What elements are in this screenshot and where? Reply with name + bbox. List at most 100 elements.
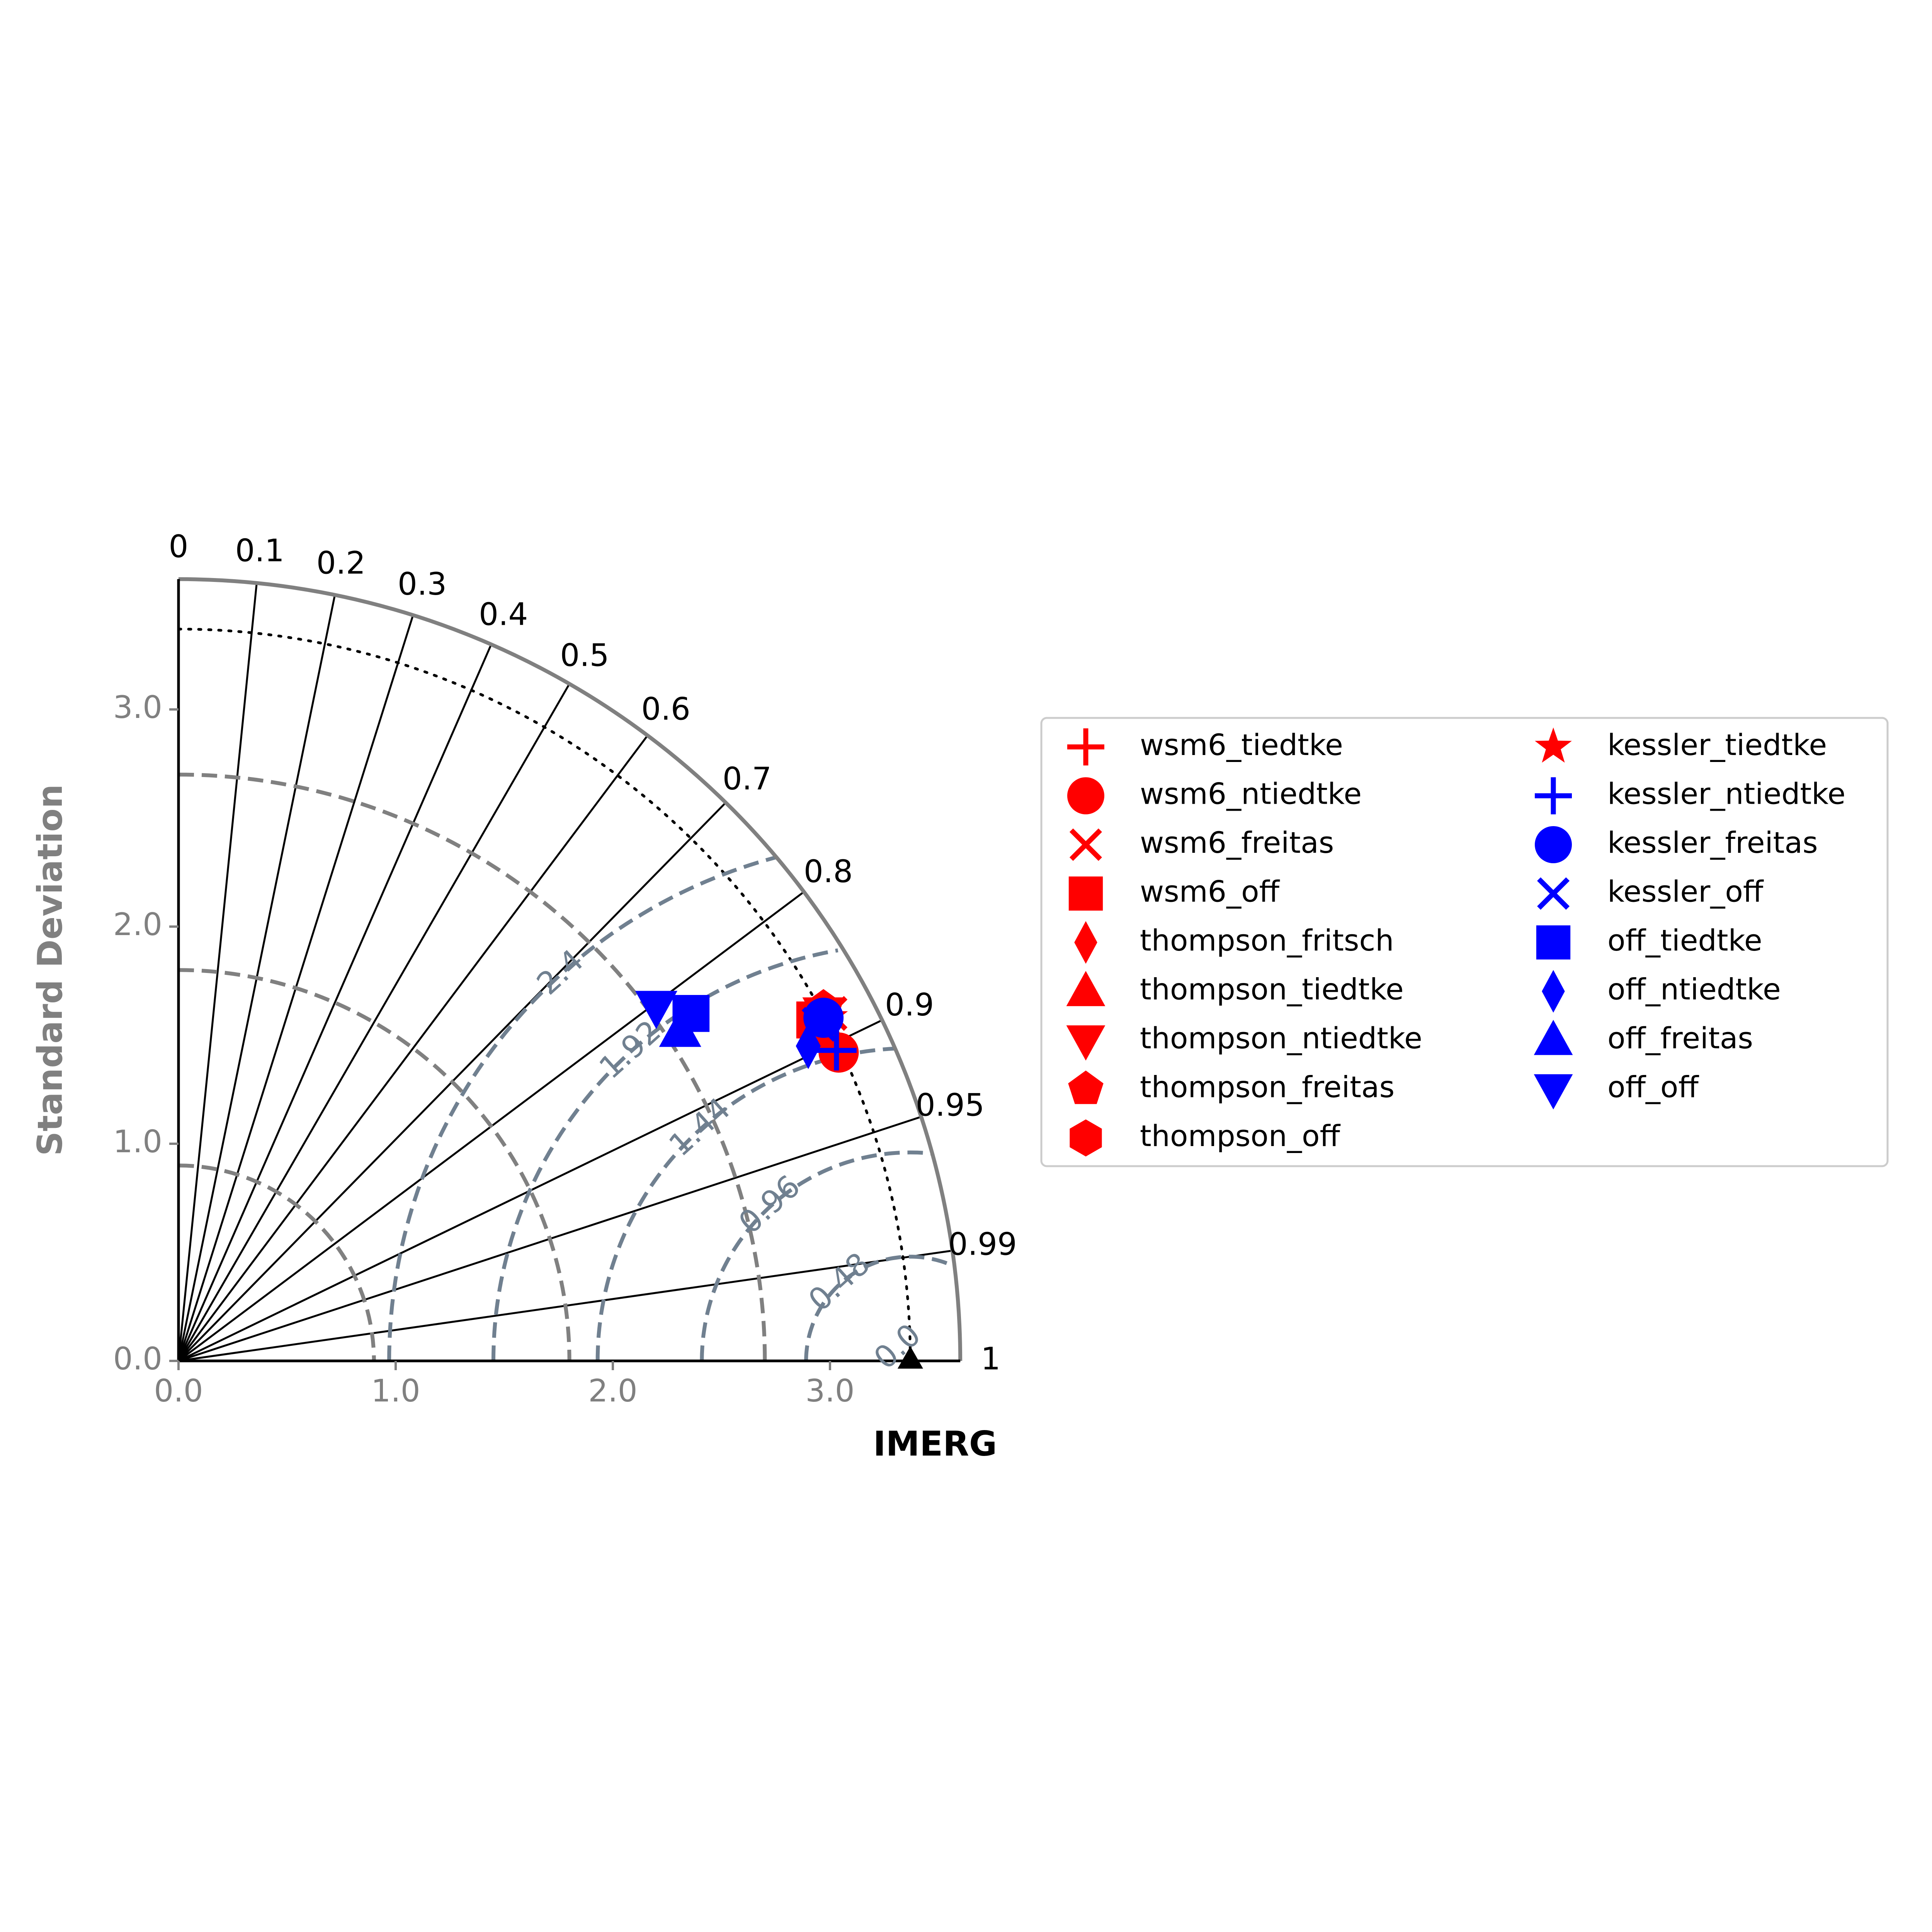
legend-label: off_tiedtke	[1607, 923, 1762, 957]
legend-marker	[1537, 877, 1570, 910]
std-contour	[178, 968, 571, 1361]
legend-marker	[1074, 921, 1097, 964]
legend-label: thompson_tiedtke	[1140, 972, 1404, 1006]
data-point-kessler_ntiedtke	[816, 1030, 857, 1071]
rms-contour	[700, 1150, 932, 1361]
legend-item: kessler_tiedtke	[1535, 727, 1827, 763]
data-point-off_off	[635, 991, 677, 1029]
legend: wsm6_tiedtke wsm6_ntiedtke wsm6_freitaswsm…	[1040, 717, 1889, 1167]
legend-label: kessler_off	[1607, 874, 1764, 908]
legend-marker	[1069, 828, 1102, 861]
rms-contour-label: 0.96	[732, 1168, 807, 1241]
std-contour	[178, 1163, 376, 1361]
legend-label: off_ntiedtke	[1607, 972, 1781, 1006]
x-tick-label: 1.0	[371, 1373, 420, 1409]
legend-item: thompson_tiedtke	[1066, 971, 1404, 1007]
legend-marker	[1068, 876, 1103, 911]
x-tick-label: 0.0	[154, 1373, 203, 1409]
correlation-line	[178, 735, 648, 1362]
correlation-tick-label: 0.99	[948, 1226, 1017, 1262]
legend-label: kessler_freitas	[1607, 825, 1818, 860]
y-tick-label: 2.0	[113, 906, 162, 942]
legend-item: off_off	[1534, 1070, 1699, 1110]
legend-label: wsm6_freitas	[1140, 825, 1334, 860]
x-axis-title: IMERG	[873, 1424, 997, 1464]
legend-item: thompson_fritsch	[1074, 921, 1394, 964]
legend-marker	[1534, 1074, 1573, 1110]
correlation-tick-label: 0.7	[723, 761, 772, 797]
legend-label: thompson_fritsch	[1140, 923, 1394, 957]
data-point-off_freitas	[659, 1009, 701, 1047]
legend-marker	[1070, 1119, 1102, 1156]
rms-contour	[387, 855, 776, 1361]
point-layer	[635, 989, 923, 1369]
legend-item: wsm6_off	[1068, 874, 1280, 911]
correlation-tick-label: 0.3	[398, 566, 447, 602]
legend-marker	[1066, 971, 1105, 1006]
legend-marker	[1067, 728, 1104, 765]
outer-arc	[178, 577, 963, 1361]
legend-marker	[1536, 925, 1571, 960]
rms-contour	[595, 1046, 894, 1361]
correlation-tick-label: 0.6	[641, 691, 690, 727]
legend-label: wsm6_ntiedtke	[1140, 776, 1362, 811]
correlation-tick-label: 0.95	[916, 1087, 985, 1123]
data-point-off_ntiedtke	[796, 1023, 821, 1069]
legend-box	[1040, 717, 1889, 1167]
legend-item: wsm6_tiedtke	[1067, 728, 1343, 765]
correlation-tick-label: 0.2	[316, 545, 366, 581]
legend-label: wsm6_tiedtke	[1140, 728, 1343, 762]
correlation-tick-label: 0.5	[560, 638, 609, 673]
grid-layer	[177, 583, 955, 1362]
legend-label: thompson_off	[1140, 1119, 1341, 1153]
legend-item: kessler_off	[1537, 874, 1764, 910]
correlation-tick-label: 0.1	[235, 533, 284, 569]
reference-point	[897, 1346, 923, 1369]
legend-label: thompson_ntiedtke	[1140, 1021, 1422, 1055]
legend-marker	[1535, 777, 1572, 815]
correlation-line	[177, 644, 492, 1362]
legend-item: kessler_freitas	[1535, 825, 1818, 863]
legend-marker	[1535, 727, 1572, 763]
rms-contour-label: 0.48	[801, 1245, 877, 1318]
x-tick-label: 3.0	[805, 1373, 854, 1409]
correlation-tick-label: 0.8	[804, 854, 853, 889]
reference-std-arc	[177, 628, 912, 1362]
correlation-tick-label: 0.4	[479, 597, 528, 633]
y-tick-label: 0.0	[113, 1341, 162, 1377]
rms-contour	[804, 1255, 955, 1361]
legend-label: thompson_freitas	[1140, 1070, 1395, 1104]
y-tick-label: 1.0	[113, 1124, 162, 1160]
correlation-line	[177, 683, 570, 1362]
x-tick-label: 2.0	[588, 1373, 637, 1409]
legend-item: kessler_ntiedtke	[1535, 776, 1845, 815]
legend-item: off_ntiedtke	[1542, 970, 1781, 1013]
legend-label: off_freitas	[1607, 1021, 1753, 1055]
legend-marker	[1535, 826, 1572, 863]
frame-layer	[169, 577, 963, 1370]
legend-item: wsm6_ntiedtke	[1067, 776, 1362, 815]
legend-item: thompson_off	[1070, 1119, 1341, 1156]
legend-label: off_off	[1607, 1070, 1699, 1104]
correlation-line	[177, 583, 258, 1361]
legend-item: wsm6_freitas	[1069, 825, 1334, 861]
legend-item: thompson_freitas	[1068, 1070, 1395, 1104]
legend-item: off_tiedtke	[1536, 923, 1762, 960]
legend-marker	[1534, 1020, 1573, 1055]
legend-marker	[1068, 1070, 1104, 1104]
y-axis-title: Standard Deviation	[30, 784, 70, 1156]
y-tick-label: 3.0	[113, 689, 162, 725]
legend-marker	[1067, 777, 1104, 815]
legend-label: wsm6_off	[1140, 874, 1280, 908]
correlation-tick-label: 1	[981, 1341, 1000, 1377]
legend-label: kessler_tiedtke	[1607, 728, 1827, 762]
rms-contour	[491, 948, 838, 1361]
legend-marker	[1542, 970, 1565, 1013]
legend-item: thompson_ntiedtke	[1066, 1021, 1422, 1061]
correlation-tick-label: 0.9	[885, 987, 934, 1023]
legend-item: off_freitas	[1534, 1020, 1753, 1055]
legend-marker	[1066, 1025, 1105, 1061]
legend-label: kessler_ntiedtke	[1607, 776, 1845, 811]
correlation-tick-label: 0	[169, 529, 189, 565]
